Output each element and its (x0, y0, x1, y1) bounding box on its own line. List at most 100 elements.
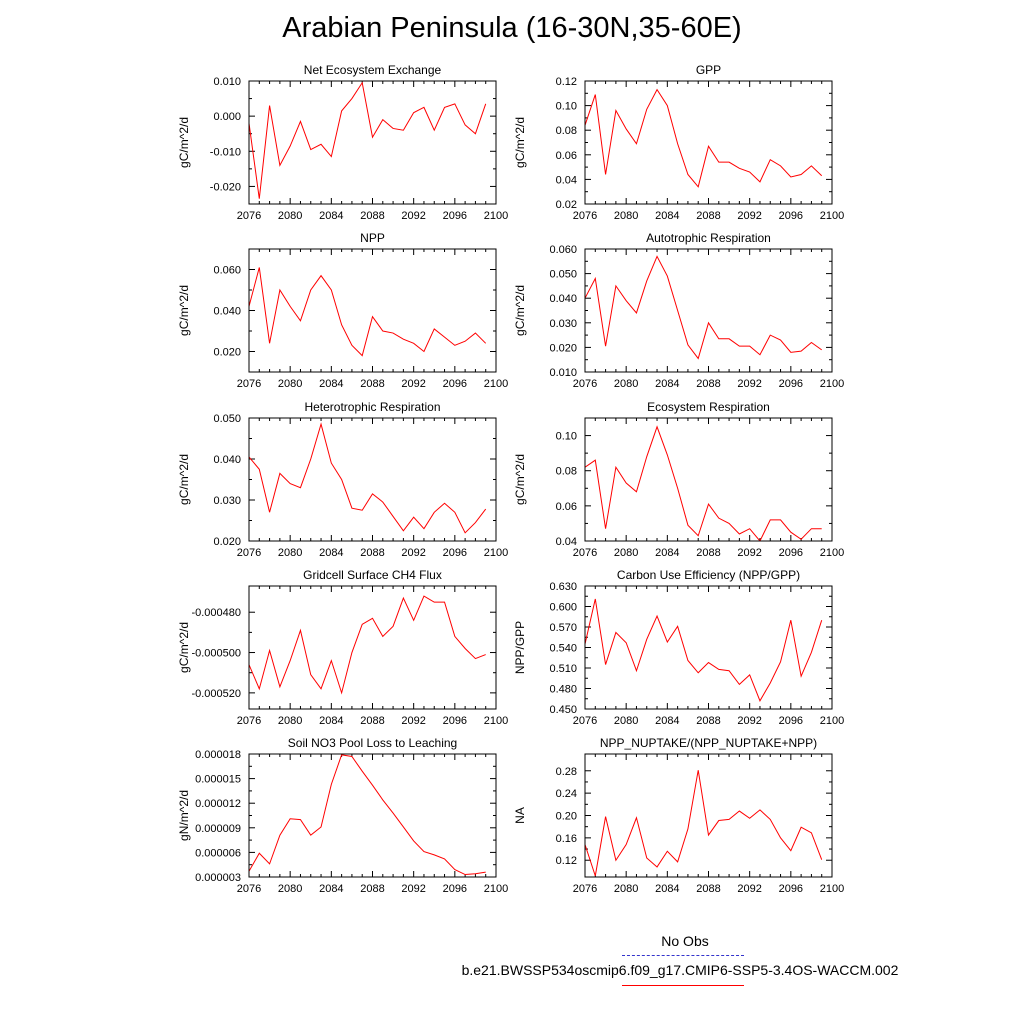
x-tick-label: 2080 (278, 547, 302, 559)
plot-frame (584, 248, 833, 373)
x-tick-label: 2076 (237, 883, 261, 895)
x-tick-label: 2080 (278, 210, 302, 222)
series-line (249, 754, 486, 876)
chart-title: NPP (360, 231, 385, 245)
y-axis-label: gC/m^2/d (513, 285, 527, 336)
x-tick-label: 2076 (237, 378, 261, 390)
y-tick-label: 0.000018 (195, 749, 241, 761)
y-tick-label: 0.000003 (195, 872, 241, 884)
x-tick-label: 2096 (779, 547, 803, 559)
x-tick-label: 2096 (779, 883, 803, 895)
x-tick-label: 2084 (319, 378, 343, 390)
y-tick-label: 0.000015 (195, 774, 241, 786)
chart-title: Heterotrophic Respiration (304, 400, 440, 414)
legend-run-line (622, 985, 744, 986)
y-axis-label: gC/m^2/d (513, 454, 527, 505)
x-tick-label: 2100 (820, 210, 844, 222)
y-tick-label: -0.010 (210, 146, 241, 158)
legend-obs-line (622, 955, 744, 956)
plot-frame (248, 585, 497, 710)
x-tick-label: 2092 (401, 715, 425, 727)
x-tick-label: 2100 (484, 547, 508, 559)
x-tick-label: 2084 (655, 883, 679, 895)
y-tick-label: 0.570 (549, 622, 577, 634)
x-tick-label: 2076 (573, 715, 597, 727)
y-tick-label: 0.04 (556, 174, 577, 186)
y-tick-label: 0.04 (556, 536, 577, 548)
y-tick-label: 0.12 (556, 76, 577, 88)
y-tick-label: 0.040 (549, 293, 577, 305)
y-axis-label: NA (513, 807, 527, 824)
y-tick-label: 0.020 (213, 347, 241, 359)
y-tick-label: 0.000006 (195, 847, 241, 859)
chart-title: Net Ecosystem Exchange (304, 63, 442, 77)
x-tick-label: 2088 (360, 378, 384, 390)
series-line (249, 81, 487, 199)
x-tick-label: 2080 (614, 210, 638, 222)
x-tick-label: 2080 (614, 715, 638, 727)
series-line (585, 255, 823, 360)
x-tick-label: 2096 (443, 547, 467, 559)
x-tick-label: 2092 (737, 547, 761, 559)
plot-frame (248, 248, 497, 373)
x-tick-label: 2084 (319, 210, 343, 222)
y-tick-label: 0.12 (556, 855, 577, 867)
x-tick-label: 2092 (401, 547, 425, 559)
x-tick-label: 2100 (484, 378, 508, 390)
chart-panel-3: NPP gC/m^2/d 2076 2080 2084 2088 2092 2096 2100 0… (177, 231, 508, 390)
y-tick-label: 0.040 (213, 306, 241, 318)
y-tick-label: 0.08 (556, 466, 577, 478)
y-axis-label: gC/m^2/d (513, 117, 527, 168)
y-tick-label: 0.600 (549, 602, 577, 614)
x-tick-label: 2088 (360, 715, 384, 727)
x-tick-label: 2080 (614, 547, 638, 559)
plot-frame (248, 753, 497, 878)
chart-panel-5: Heterotrophic Respiration gC/m^2/d 2076 208… (177, 400, 508, 559)
x-tick-label: 2080 (614, 883, 638, 895)
y-tick-label: 0.510 (549, 663, 577, 675)
x-tick-label: 2096 (443, 883, 467, 895)
x-tick-label: 2080 (278, 715, 302, 727)
series-line (585, 88, 823, 188)
y-axis-label: NPP/GPP (513, 621, 527, 674)
chart-panel-1: Net Ecosystem Exchange gC/m^2/d 2076 2080 20… (177, 63, 508, 222)
y-tick-label: 0.28 (556, 766, 577, 778)
x-tick-label: 2076 (573, 547, 597, 559)
chart-panel-10: NPP_NUPTAKE/(NPP_NUPTAKE+NPP) NA 2076 2080 2… (513, 736, 844, 895)
x-tick-label: 2084 (319, 547, 343, 559)
x-tick-label: 2092 (401, 378, 425, 390)
x-tick-label: 2080 (614, 378, 638, 390)
series-line (585, 598, 823, 702)
x-tick-label: 2088 (360, 547, 384, 559)
x-tick-label: 2080 (278, 883, 302, 895)
y-tick-label: 0.20 (556, 811, 577, 823)
y-tick-label: -0.000520 (191, 688, 241, 700)
plot-frame (248, 417, 497, 542)
y-tick-label: 0.040 (213, 454, 241, 466)
x-tick-label: 2100 (820, 378, 844, 390)
y-tick-label: 0.010 (549, 367, 577, 379)
y-tick-label: 0.020 (549, 342, 577, 354)
x-tick-label: 2100 (484, 883, 508, 895)
chart-title: Autotrophic Respiration (646, 231, 771, 245)
chart-panel-4: Autotrophic Respiration gC/m^2/d 2076 2080 2… (513, 231, 844, 390)
x-tick-label: 2092 (737, 210, 761, 222)
legend-run-label: b.e21.BWSSP534oscmip6.f09_g17.CMIP6-SSP5… (461, 962, 899, 978)
y-axis-label: gC/m^2/d (177, 622, 191, 673)
x-tick-label: 2080 (278, 378, 302, 390)
y-axis-label: gC/m^2/d (177, 454, 191, 505)
x-tick-label: 2100 (820, 547, 844, 559)
plot-frame (584, 80, 833, 205)
y-tick-label: -0.000480 (191, 607, 241, 619)
y-tick-label: 0.050 (549, 269, 577, 281)
x-tick-label: 2096 (779, 715, 803, 727)
x-tick-label: 2096 (779, 210, 803, 222)
y-tick-label: 0.08 (556, 125, 577, 137)
legend-obs-label: No Obs (661, 933, 709, 949)
y-tick-label: 0.000009 (195, 823, 241, 835)
y-axis-label: gC/m^2/d (177, 117, 191, 168)
x-tick-label: 2088 (696, 547, 720, 559)
x-tick-label: 2088 (360, 210, 384, 222)
y-tick-label: -0.020 (210, 181, 241, 193)
